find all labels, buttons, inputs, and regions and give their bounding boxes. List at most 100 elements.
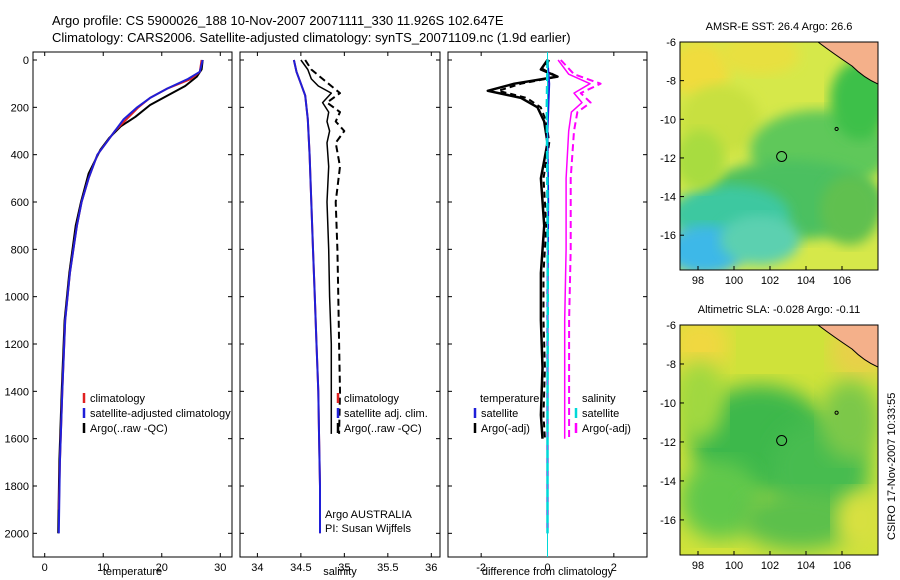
series-argo-adj-salinity (300, 59, 333, 434)
map-y-tick-label: -12 (660, 437, 676, 449)
christmas-island-marker (834, 410, 839, 415)
series-satellite-temperature (57, 59, 204, 534)
y-tick-label: 1600 (5, 434, 29, 446)
land-sumatra-shape (817, 42, 878, 85)
legend-sal-clim-label: climatology (344, 393, 400, 405)
map-title-sla_map: Altimetric SLA: -0.028 Argo: -0.11 (698, 304, 860, 316)
map-x-tick-label: 100 (725, 560, 743, 572)
map-field-patch (680, 360, 725, 440)
map-y-tick-label: -16 (660, 515, 676, 527)
map-field-patch (680, 130, 725, 190)
map-y-tick-label: -8 (666, 359, 676, 371)
plot-frame-salinity (239, 51, 441, 558)
map-field-sla_map (680, 325, 878, 555)
x-tick-label-salinity: 35.5 (377, 562, 398, 574)
legend-diff-temp-heading: temperature (480, 393, 539, 405)
map-y-tick-label: -6 (666, 320, 676, 332)
map-x-tick-label: 104 (797, 560, 815, 572)
map-x-tick-label: 98 (692, 560, 704, 572)
map-field-patch (830, 60, 878, 140)
map-x-tick-label: 98 (692, 275, 704, 287)
map-frame-sla_map (679, 324, 879, 556)
legend-diff-sal-heading: salinity (582, 393, 616, 405)
map-title-sst_map: AMSR-E SST: 26.4 Argo: 26.6 (706, 21, 853, 33)
legend-temp-sat-label: satellite-adjusted climatology (90, 408, 231, 420)
map-field-patch (820, 380, 878, 460)
legend-sal-argo-label: Argo(..raw -QC) (344, 423, 422, 435)
legend-sal-sat-label: satellite adj. clim. (344, 408, 428, 420)
x-tick-label-temperature: 0 (42, 562, 48, 574)
christmas-island-marker (834, 126, 839, 132)
map-y-tick-label: -6 (666, 37, 676, 49)
header-title-line1: Argo profile: CS 5900026_188 10-Nov-2007… (52, 13, 504, 28)
map-x-tick-label: 106 (833, 560, 851, 572)
map-field-patch (835, 490, 878, 550)
x-tick-label-difference: 2 (611, 562, 617, 574)
map-field-patch (820, 175, 878, 245)
map-y-tick-label: -8 (666, 76, 676, 88)
y-tick-label: 1200 (5, 339, 29, 351)
x-axis-label-temperature: temperature (103, 566, 162, 578)
legend-temp-clim-label: climatology (90, 393, 146, 405)
panel-temperature: 0 10 20 30 temperature 0 200 400 600 800 1000 1200 1… (5, 51, 233, 578)
legend-diff-temp-argo-label: Argo(-adj) (481, 423, 530, 435)
header-title-line2: Climatology: CARS2006. Satellite-adjuste… (52, 30, 571, 45)
x-tick-label-temperature: 30 (214, 562, 226, 574)
y-tick-label: 200 (11, 102, 29, 114)
map-sla_map: 98 100 102 104 106 -6 -8 -10 -12 -14 -16 Altimetric… (660, 304, 879, 572)
map-x-tick-label: 102 (761, 275, 779, 287)
y-tick-label: 0 (23, 55, 29, 67)
x-tick-label-salinity: 34.5 (290, 562, 311, 574)
map-y-tick-label: -10 (660, 398, 676, 410)
map-field-sst_map (680, 42, 878, 270)
x-tick-label-salinity: 36 (425, 562, 437, 574)
series-argo-temperature (57, 59, 204, 534)
y-tick-label: 1000 (5, 292, 29, 304)
series-climatology-salinity (292, 59, 321, 534)
map-x-tick-label: 100 (725, 275, 743, 287)
y-tick-label: 400 (11, 150, 29, 162)
x-tick-label-temperature: 10 (97, 562, 109, 574)
map-frame-sst_map (679, 41, 879, 271)
series-diff-sal-adj (557, 59, 591, 439)
x-tick-label-temperature: 20 (156, 562, 168, 574)
land-sumatra-shape (817, 325, 878, 368)
y-tick-label: 800 (11, 244, 29, 256)
legend-diff-sal-argo-label: Argo(-adj) (582, 423, 631, 435)
annotation-argo-australia: Argo AUSTRALIA (325, 509, 412, 521)
argo-position-marker (776, 151, 788, 163)
x-tick-label-difference: 0 (544, 562, 550, 574)
y-tick-label: 600 (11, 197, 29, 209)
map-field-patch (680, 42, 730, 98)
map-y-tick-label: -16 (660, 230, 676, 242)
x-axis-label-difference: difference from climatology (482, 566, 614, 578)
legend-temp-argo-label: Argo(..raw -QC) (90, 423, 168, 435)
map-field-patch (720, 42, 800, 75)
y-tick-label: 1800 (5, 481, 29, 493)
map-field-patch (720, 215, 800, 265)
x-axis-label-salinity: salinity (323, 566, 357, 578)
map-y-tick-label: -12 (660, 153, 676, 165)
map-x-tick-label: 106 (833, 275, 851, 287)
series-diff-temp-raw (497, 59, 559, 439)
x-tick-label-salinity: 34 (251, 562, 263, 574)
map-x-tick-label: 102 (761, 560, 779, 572)
map-x-tick-label: 104 (797, 275, 815, 287)
map-y-tick-label: -14 (660, 476, 676, 488)
series-diff-sal-argo (560, 59, 602, 439)
y-tick-label: 2000 (5, 528, 29, 540)
series-argo-raw-salinity (304, 59, 346, 434)
map-y-tick-label: -10 (660, 114, 676, 126)
x-tick-label-difference: -2 (476, 562, 486, 574)
legend-diff-temp-sat-label: satellite (481, 408, 518, 420)
series-climatology-temperature (57, 59, 203, 510)
map-sst_map: 98 100 102 104 106 -6 -8 -10 -12 -14 -16 AMSR-E SST… (660, 21, 879, 287)
legend-diff-sal-sat-label: satellite (582, 408, 619, 420)
y-tick-label: 1400 (5, 386, 29, 398)
argo-position-marker (776, 435, 788, 447)
map-field-patch (740, 490, 860, 550)
panel-salinity: 34 34.5 35 35.5 36 salinity climatology satelli… (239, 51, 441, 578)
annotation-pi-name: PI: Susan Wijffels (325, 523, 411, 535)
